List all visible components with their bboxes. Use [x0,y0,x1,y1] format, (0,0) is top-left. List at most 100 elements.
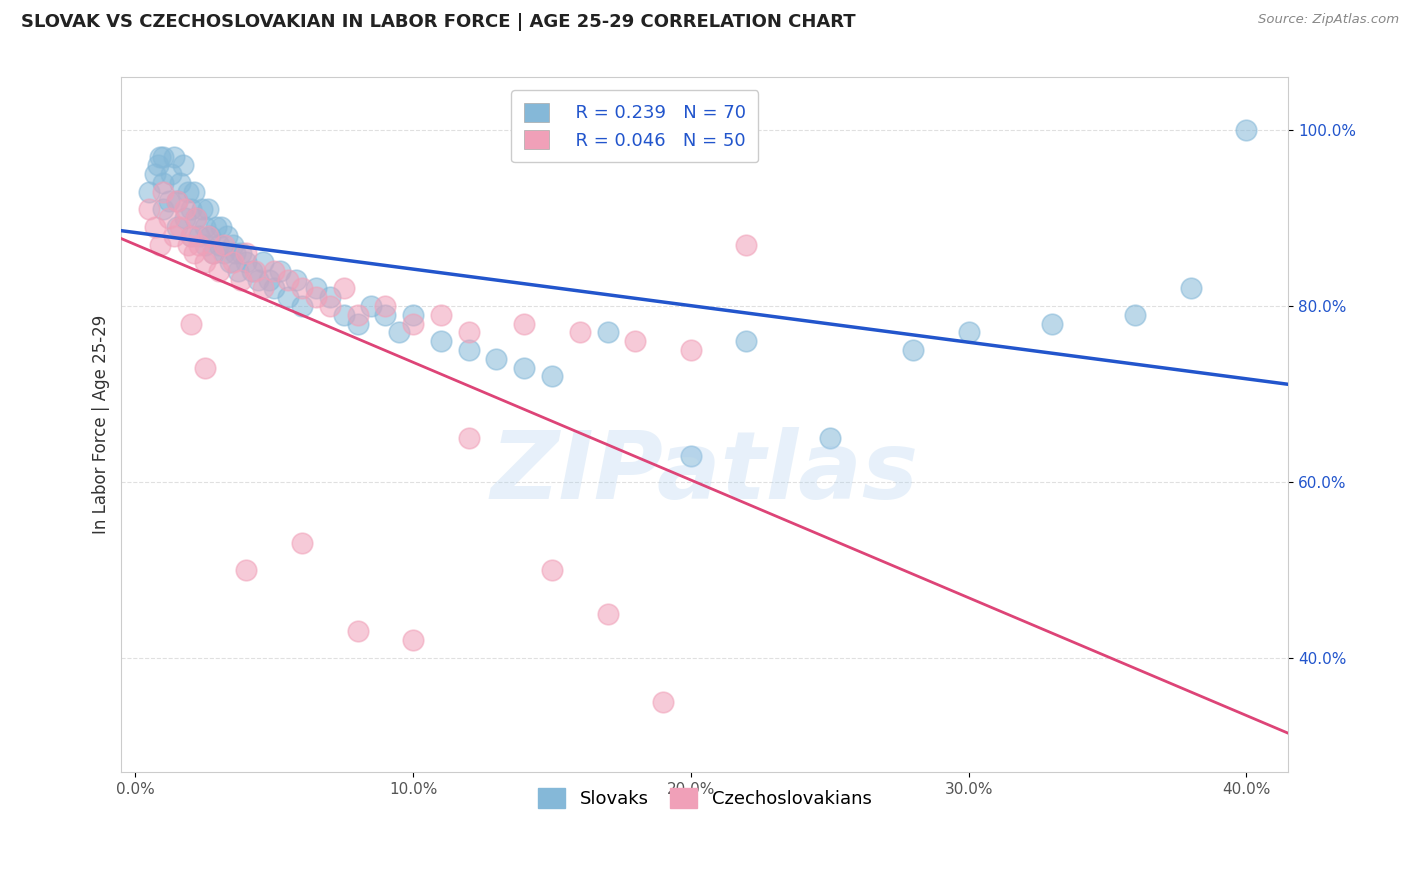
Point [652,695,675,709]
Point [188,228,211,243]
Point [346,308,368,322]
Point [679,449,702,463]
Point [226,264,249,278]
Point [194,219,217,234]
Point [624,334,647,349]
Point [215,228,238,243]
Point [513,317,536,331]
Point [735,237,758,252]
Point [252,281,274,295]
Point [183,185,205,199]
Point [277,290,299,304]
Point [229,273,252,287]
Point [166,194,188,208]
Point [430,308,453,322]
Point [229,246,252,260]
Point [180,228,202,243]
Point [402,633,425,648]
Point [174,211,197,226]
Point [246,273,269,287]
Point [374,299,396,313]
Point [191,202,214,217]
Point [243,264,266,278]
Point [186,211,208,226]
Point [180,202,202,217]
Point [163,150,186,164]
Point [568,326,591,340]
Point [202,246,225,260]
Point [152,176,174,190]
Point [194,255,217,269]
Point [180,228,202,243]
Point [163,228,186,243]
Point [319,290,342,304]
Point [457,326,479,340]
Point [183,246,205,260]
Point [1236,123,1258,137]
Point [209,219,232,234]
Y-axis label: In Labor Force | Age 25-29: In Labor Force | Age 25-29 [93,315,110,534]
Point [485,351,508,366]
Point [157,194,180,208]
Point [221,255,243,269]
Point [360,299,382,313]
Point [735,334,758,349]
Point [205,219,228,234]
Point [186,211,208,226]
Legend: Slovaks, Czechoslovakians: Slovaks, Czechoslovakians [530,780,879,815]
Point [152,150,174,164]
Point [197,228,219,243]
Point [277,273,299,287]
Point [541,563,564,577]
Point [202,246,225,260]
Point [901,343,924,357]
Point [285,273,308,287]
Point [1040,317,1063,331]
Point [172,158,194,172]
Point [402,317,425,331]
Point [138,185,160,199]
Point [388,326,411,340]
Point [291,281,314,295]
Point [269,264,291,278]
Point [596,326,619,340]
Point [332,308,354,322]
Point [541,369,564,384]
Point [177,237,200,252]
Point [235,563,257,577]
Point [263,264,285,278]
Point [1180,281,1202,295]
Point [208,237,231,252]
Point [166,194,188,208]
Point [146,158,169,172]
Point [157,211,180,226]
Point [957,326,980,340]
Point [221,237,243,252]
Point [149,237,172,252]
Point [679,343,702,357]
Point [218,255,240,269]
Point [513,360,536,375]
Point [143,219,166,234]
Point [457,343,479,357]
Point [212,237,235,252]
Point [208,264,231,278]
Point [138,202,160,217]
Text: ZIPatlas: ZIPatlas [491,427,920,519]
Point [457,431,479,445]
Point [818,431,841,445]
Point [374,308,396,322]
Point [149,150,172,164]
Point [332,281,354,295]
Point [169,176,191,190]
Point [430,334,453,349]
Point [152,202,174,217]
Point [160,167,183,181]
Point [305,290,328,304]
Point [346,624,368,639]
Point [235,255,257,269]
Point [143,167,166,181]
Point [596,607,619,621]
Point [152,185,174,199]
Point [180,317,202,331]
